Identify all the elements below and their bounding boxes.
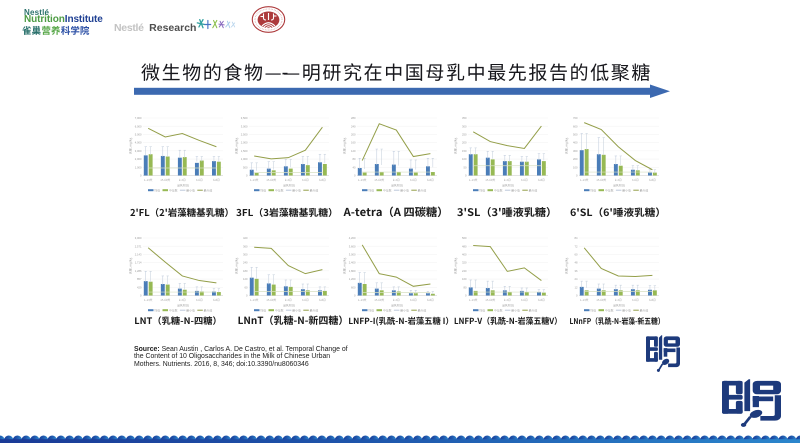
svg-text:0: 0 [576, 294, 578, 298]
svg-text:250: 250 [462, 133, 467, 137]
svg-text:80: 80 [353, 157, 356, 161]
svg-text:3,500: 3,500 [241, 116, 248, 120]
svg-text:2,000: 2,000 [135, 157, 142, 161]
svg-text:84: 84 [574, 236, 577, 240]
svg-text:0: 0 [246, 174, 248, 178]
svg-text:429: 429 [137, 285, 142, 289]
svg-text:420: 420 [243, 236, 248, 240]
svg-text:120: 120 [243, 277, 248, 281]
svg-text:1,800: 1,800 [349, 269, 356, 273]
svg-text:60: 60 [245, 285, 248, 289]
svg-text:2,000: 2,000 [241, 141, 248, 145]
svg-text:400: 400 [573, 141, 578, 145]
svg-text:1,286: 1,286 [135, 269, 142, 273]
svg-text:150: 150 [462, 149, 467, 153]
svg-text:24: 24 [574, 277, 577, 281]
svg-text:480: 480 [462, 244, 467, 248]
svg-text:6,000: 6,000 [135, 124, 142, 128]
svg-text:500: 500 [573, 133, 578, 137]
svg-text:2,143: 2,143 [135, 253, 142, 257]
svg-text:48: 48 [574, 261, 577, 265]
svg-text:80: 80 [463, 285, 466, 289]
svg-text:200: 200 [351, 133, 356, 137]
svg-text:180: 180 [243, 269, 248, 273]
svg-text:300: 300 [462, 124, 467, 128]
svg-text:0: 0 [465, 174, 467, 178]
svg-text:60: 60 [574, 253, 577, 257]
svg-text:857: 857 [137, 277, 142, 281]
svg-text:3,000: 3,000 [135, 149, 142, 153]
svg-text:36: 36 [574, 269, 577, 273]
svg-text:1,000: 1,000 [241, 157, 248, 161]
svg-text:0: 0 [246, 294, 248, 298]
svg-text:700: 700 [573, 116, 578, 120]
svg-text:240: 240 [243, 261, 248, 265]
svg-text:2,571: 2,571 [135, 244, 142, 248]
svg-text:280: 280 [351, 116, 356, 120]
svg-text:3,600: 3,600 [349, 244, 356, 248]
svg-text:300: 300 [243, 253, 248, 257]
svg-text:100: 100 [462, 157, 467, 161]
svg-text:2,400: 2,400 [349, 261, 356, 265]
svg-text:12: 12 [574, 285, 577, 289]
svg-text:320: 320 [462, 261, 467, 265]
svg-text:0: 0 [140, 174, 142, 178]
svg-text:350: 350 [462, 116, 467, 120]
svg-text:120: 120 [351, 149, 356, 153]
svg-text:72: 72 [574, 244, 577, 248]
svg-text:600: 600 [573, 124, 578, 128]
svg-text:240: 240 [462, 269, 467, 273]
svg-text:0: 0 [354, 294, 356, 298]
svg-text:7,000: 7,000 [135, 116, 142, 120]
svg-text:3,000: 3,000 [135, 236, 142, 240]
svg-text:4,000: 4,000 [135, 141, 142, 145]
svg-text:1,500: 1,500 [241, 149, 248, 153]
svg-text:5,000: 5,000 [135, 133, 142, 137]
svg-text:50: 50 [463, 165, 466, 169]
svg-text:300: 300 [573, 149, 578, 153]
svg-text:160: 160 [351, 141, 356, 145]
svg-text:0: 0 [140, 294, 142, 298]
svg-text:0: 0 [354, 174, 356, 178]
svg-text:4,200: 4,200 [349, 236, 356, 240]
svg-text:500: 500 [243, 165, 248, 169]
svg-text:1,000: 1,000 [135, 165, 142, 169]
svg-text:400: 400 [462, 253, 467, 257]
svg-text:40: 40 [353, 165, 356, 169]
svg-text:560: 560 [462, 236, 467, 240]
svg-text:3,000: 3,000 [241, 124, 248, 128]
svg-text:200: 200 [573, 157, 578, 161]
svg-text:0: 0 [465, 294, 467, 298]
svg-text:1,714: 1,714 [135, 261, 142, 265]
svg-text:360: 360 [243, 244, 248, 248]
svg-text:200: 200 [462, 141, 467, 145]
svg-text:1,200: 1,200 [349, 277, 356, 281]
svg-text:0: 0 [576, 174, 578, 178]
svg-text:600: 600 [351, 285, 356, 289]
svg-text:240: 240 [351, 124, 356, 128]
svg-text:3,000: 3,000 [349, 253, 356, 257]
svg-text:100: 100 [573, 165, 578, 169]
svg-text:160: 160 [462, 277, 467, 281]
svg-text:2,500: 2,500 [241, 133, 248, 137]
